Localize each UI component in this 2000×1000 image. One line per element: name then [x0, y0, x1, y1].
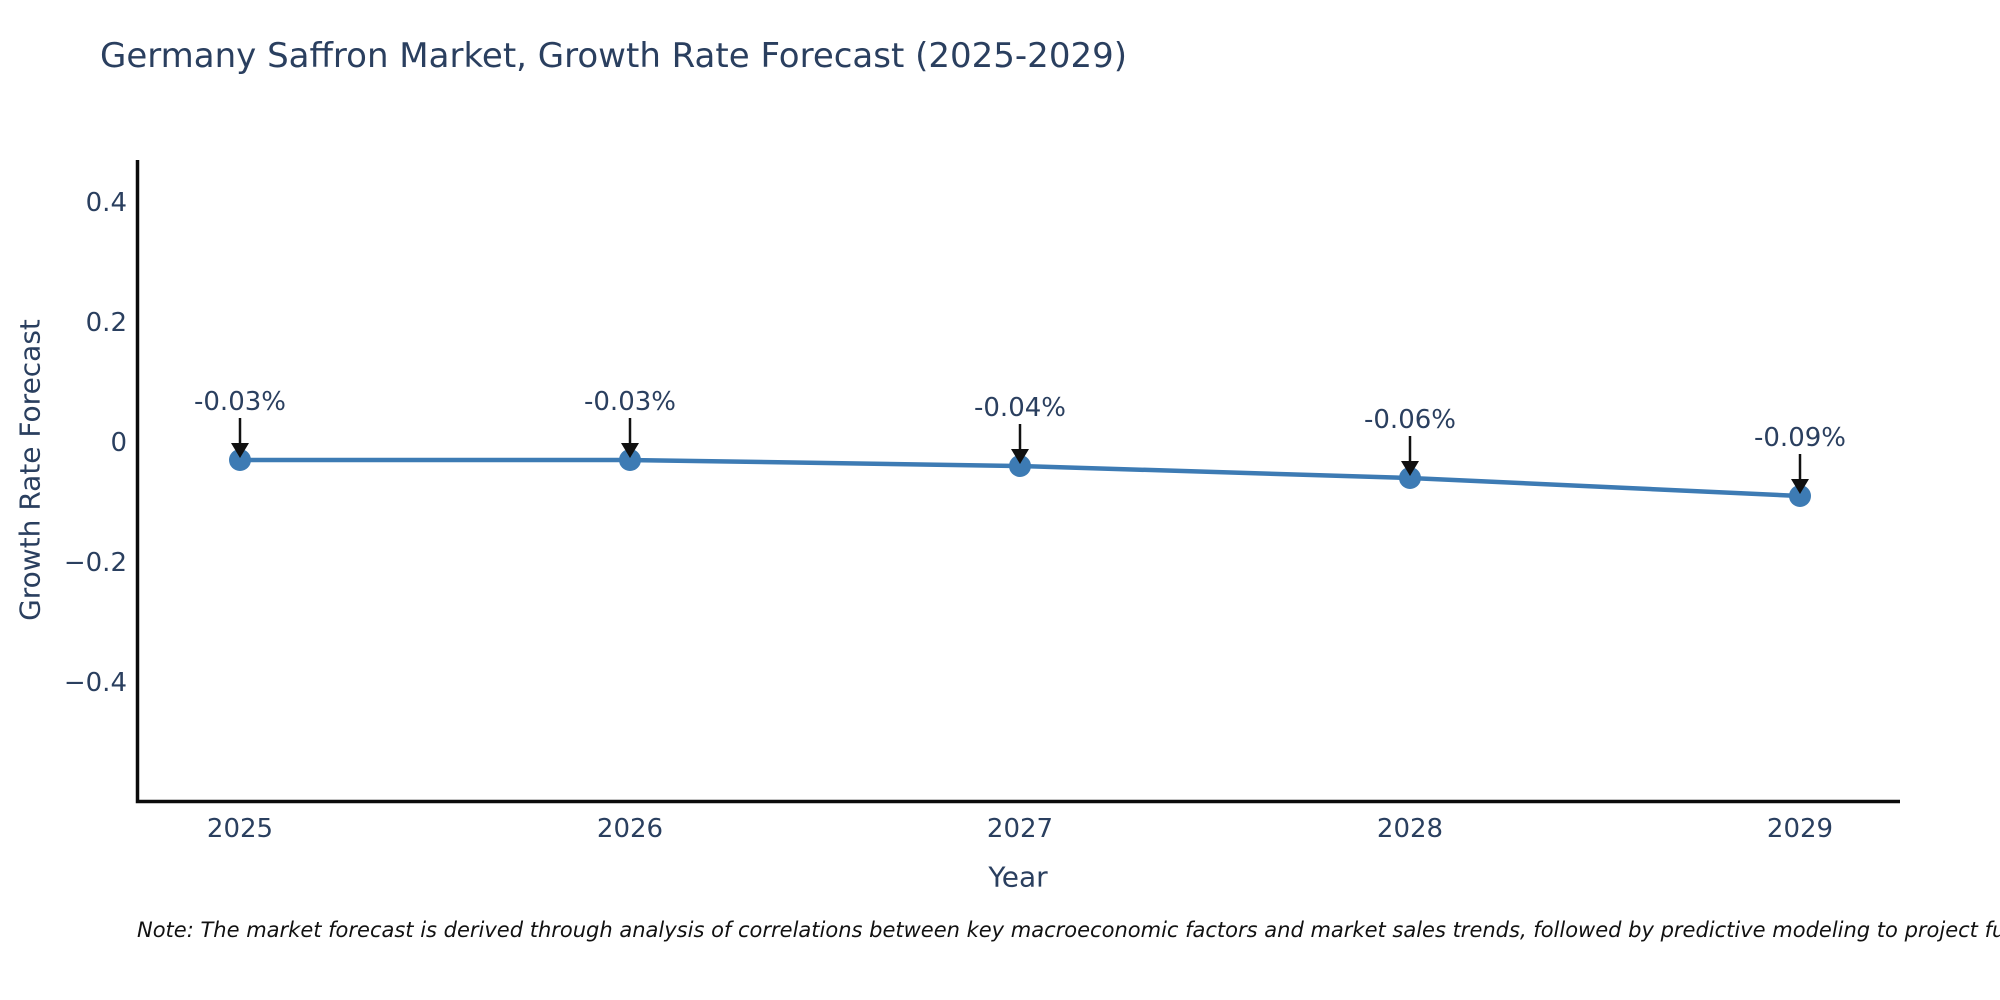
x-tick-label: 2029 — [1767, 814, 1833, 844]
y-tick-label: 0.4 — [86, 188, 127, 218]
annotation-arrowhead — [1401, 461, 1419, 476]
y-axis-title: Growth Rate Forecast — [13, 319, 47, 621]
y-tick-label: −0.4 — [64, 668, 127, 698]
data-point — [1399, 467, 1421, 489]
annotation-label: -0.09% — [1754, 423, 1846, 453]
x-tick-label: 2027 — [987, 814, 1053, 844]
annotation-arrowhead — [621, 443, 639, 458]
y-tick-label: −0.2 — [64, 548, 127, 578]
x-tick-label: 2026 — [597, 814, 663, 844]
annotation-label: -0.03% — [194, 387, 286, 417]
annotation-label: -0.06% — [1364, 405, 1456, 435]
x-tick-label: 2025 — [207, 814, 273, 844]
annotation-arrowhead — [1791, 479, 1809, 494]
annotation-arrowhead — [231, 443, 249, 458]
data-point — [1009, 455, 1031, 477]
x-axis-title: Year — [988, 860, 1048, 894]
chart-title: Germany Saffron Market, Growth Rate Fore… — [100, 36, 1127, 76]
y-tick-label: 0 — [110, 428, 127, 458]
annotation-arrowhead — [1011, 449, 1029, 464]
x-tick-label: 2028 — [1377, 814, 1443, 844]
data-point — [229, 449, 251, 471]
data-point — [619, 449, 641, 471]
y-tick-label: 0.2 — [86, 308, 127, 338]
annotation-label: -0.04% — [974, 393, 1066, 423]
footnote: Note: The market forecast is derived thr… — [137, 918, 2000, 942]
axis-spines — [135, 160, 1900, 804]
data-point — [1789, 485, 1811, 507]
annotation-label: -0.03% — [584, 387, 676, 417]
